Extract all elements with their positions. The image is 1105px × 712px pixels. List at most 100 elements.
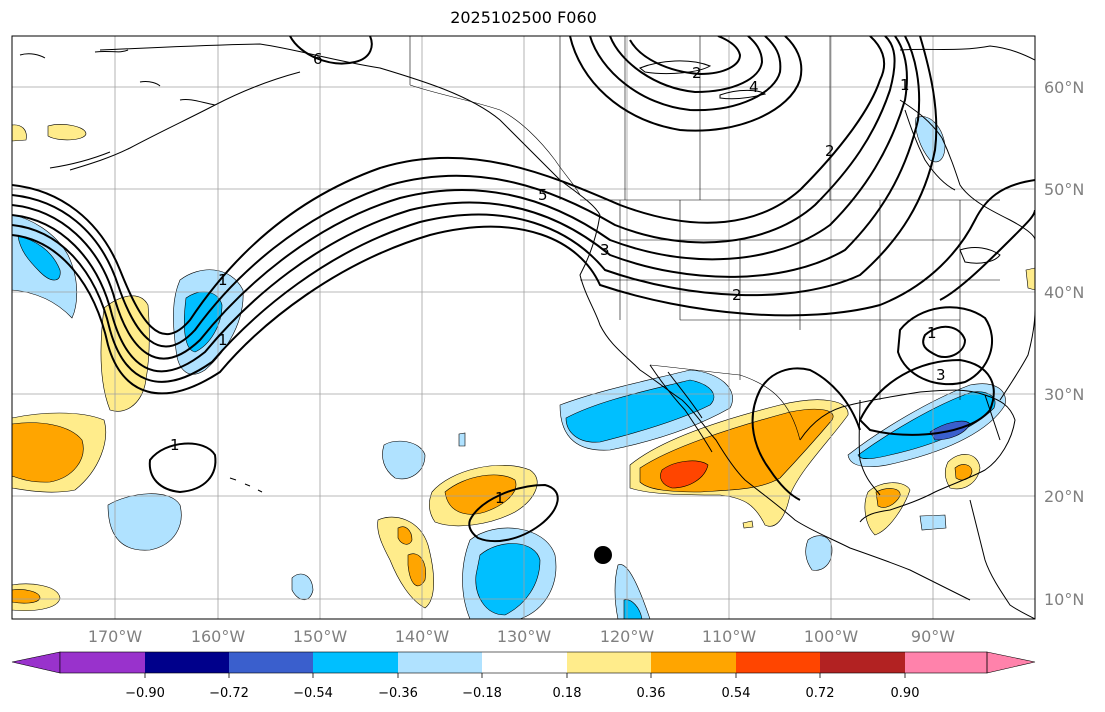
- colorbar-tick-label: 0.54: [722, 686, 751, 701]
- lat-label: 20°N: [1044, 487, 1084, 506]
- contour-label: 2: [825, 142, 835, 160]
- colorbar-tick-label: −0.54: [293, 686, 333, 701]
- colorbar: −0.90 −0.72 −0.54 −0.36 −0.18 0.18 0.36 …: [11, 651, 1036, 701]
- colorbar-segment: [229, 652, 313, 673]
- longitude-labels: 170°W 160°W 150°W 140°W 130°W 120°W 110°…: [88, 627, 955, 646]
- contour-label: 1: [170, 436, 180, 454]
- colorbar-segment: [313, 652, 398, 673]
- lon-label: 170°W: [88, 627, 143, 646]
- contour-label: 2: [692, 64, 702, 82]
- colorbar-segment: [145, 652, 229, 673]
- contour-label: 4: [749, 78, 759, 96]
- low-contour-mid: [896, 306, 994, 386]
- ridge-contour-north-3: [609, 36, 764, 94]
- lat-label: 50°N: [1044, 180, 1084, 199]
- lon-label: 100°W: [804, 627, 859, 646]
- anomaly-blue-small-1: [291, 573, 314, 601]
- colorbar-segment: [60, 652, 145, 673]
- south-contour: [751, 367, 861, 501]
- anomaly-orange-south-2: [407, 553, 426, 587]
- colorbar-segment: [736, 652, 820, 673]
- lon-label: 120°W: [600, 627, 655, 646]
- lat-label: 40°N: [1044, 283, 1084, 302]
- anomaly-yellow-east-edge: [1025, 267, 1035, 291]
- lon-label: 110°W: [702, 627, 757, 646]
- anomaly-yellow-small-mexico: [742, 520, 754, 529]
- map-title: 2025102500 F060: [450, 8, 597, 27]
- anomaly-yellow-nw-1: [12, 124, 27, 142]
- political-borders: [409, 36, 1000, 441]
- anomaly-orange-south-1: [397, 526, 413, 545]
- coastlines: [19, 43, 1035, 619]
- lon-label: 150°W: [293, 627, 348, 646]
- contour-label: 2: [732, 286, 742, 304]
- colorbar-tick-label: 0.72: [806, 686, 835, 701]
- storm-center-marker: [594, 546, 612, 564]
- lat-label: 60°N: [1044, 78, 1084, 97]
- colorbar-extend-low: [11, 651, 61, 674]
- low-contour-inner: [922, 325, 967, 358]
- jet-contour-1: [12, 36, 886, 335]
- lat-label: 30°N: [1044, 385, 1084, 404]
- contour-label: 1: [218, 331, 228, 349]
- colorbar-tick-label: −0.72: [209, 686, 249, 701]
- lat-label: 10°N: [1044, 590, 1084, 609]
- anomaly-orange-sw-bottom: [12, 589, 41, 604]
- contour-label: 3: [600, 241, 610, 259]
- colorbar-segment: [651, 652, 736, 673]
- anomaly-blue-small-2: [382, 440, 426, 480]
- lon-label: 140°W: [395, 627, 450, 646]
- anomaly-blue-west-core: [17, 235, 61, 281]
- colorbar-tick-label: −0.36: [378, 686, 418, 701]
- east-contour: [939, 209, 1035, 301]
- contour-label: 6: [313, 50, 323, 68]
- anomaly-orange-yucatan-2: [954, 464, 973, 481]
- jet-contour-2: [12, 36, 896, 348]
- ridge-contour-north-2: [589, 36, 782, 112]
- jet-contour-3: [12, 36, 908, 360]
- jet-contour-5: [12, 36, 938, 383]
- jet-contour-6: [12, 179, 1035, 395]
- map-gridlines: [12, 36, 1035, 619]
- contour-label: 1: [900, 76, 910, 94]
- colorbar-tick-label: −0.18: [462, 686, 502, 701]
- lon-label: 160°W: [191, 627, 246, 646]
- anomaly-blue-small-3: [458, 432, 466, 447]
- lon-label: 130°W: [497, 627, 552, 646]
- jet-contour-4: [12, 36, 921, 373]
- closed-contour-west: [148, 442, 217, 494]
- colorbar-segment: [398, 652, 482, 673]
- map-frame: [11, 35, 1036, 620]
- colorbar-segment: [482, 652, 567, 673]
- anomaly-blue-gulf-core: [857, 391, 996, 460]
- colorbar-segment: [567, 652, 651, 673]
- anomaly-blue-sw: [107, 493, 182, 551]
- contour-labels: 6 1 5 3 2 1 2 4 1 2 3 1 1 1: [170, 50, 946, 507]
- low-contour-outer: [858, 358, 995, 436]
- contour-label: 5: [538, 186, 548, 204]
- colorbar-tick-label: 0.90: [891, 686, 920, 701]
- contour-label: 3: [936, 366, 946, 384]
- contour-lines: [12, 36, 1035, 543]
- contour-label: 1: [927, 324, 937, 342]
- anomaly-yellow-nw-2: [47, 124, 87, 141]
- anomaly-blue-hudson: [915, 116, 946, 163]
- closed-contour-central: [468, 483, 559, 543]
- ridge-contour-north: [569, 36, 803, 132]
- alaska-contour: [289, 36, 373, 65]
- anomaly-orange-sw: [12, 422, 84, 483]
- contour-label: 1: [495, 489, 505, 507]
- colorbar-extend-high: [986, 651, 1036, 674]
- ridge-contour-north-4: [629, 36, 742, 76]
- colorbar-segment: [905, 652, 987, 673]
- anomaly-blue-baja-core: [565, 379, 715, 443]
- colorbar-tick-label: 0.18: [553, 686, 582, 701]
- colorbar-tick-label: 0.36: [637, 686, 666, 701]
- latitude-labels: 60°N 50°N 40°N 30°N 20°N 10°N: [1044, 78, 1084, 609]
- anomaly-blue-carib-1: [805, 535, 833, 571]
- lon-label: 90°W: [911, 627, 955, 646]
- colorbar-tick-label: −0.90: [125, 686, 165, 701]
- colorbar-segment: [820, 652, 905, 673]
- anomaly-red-mexico: [660, 460, 709, 489]
